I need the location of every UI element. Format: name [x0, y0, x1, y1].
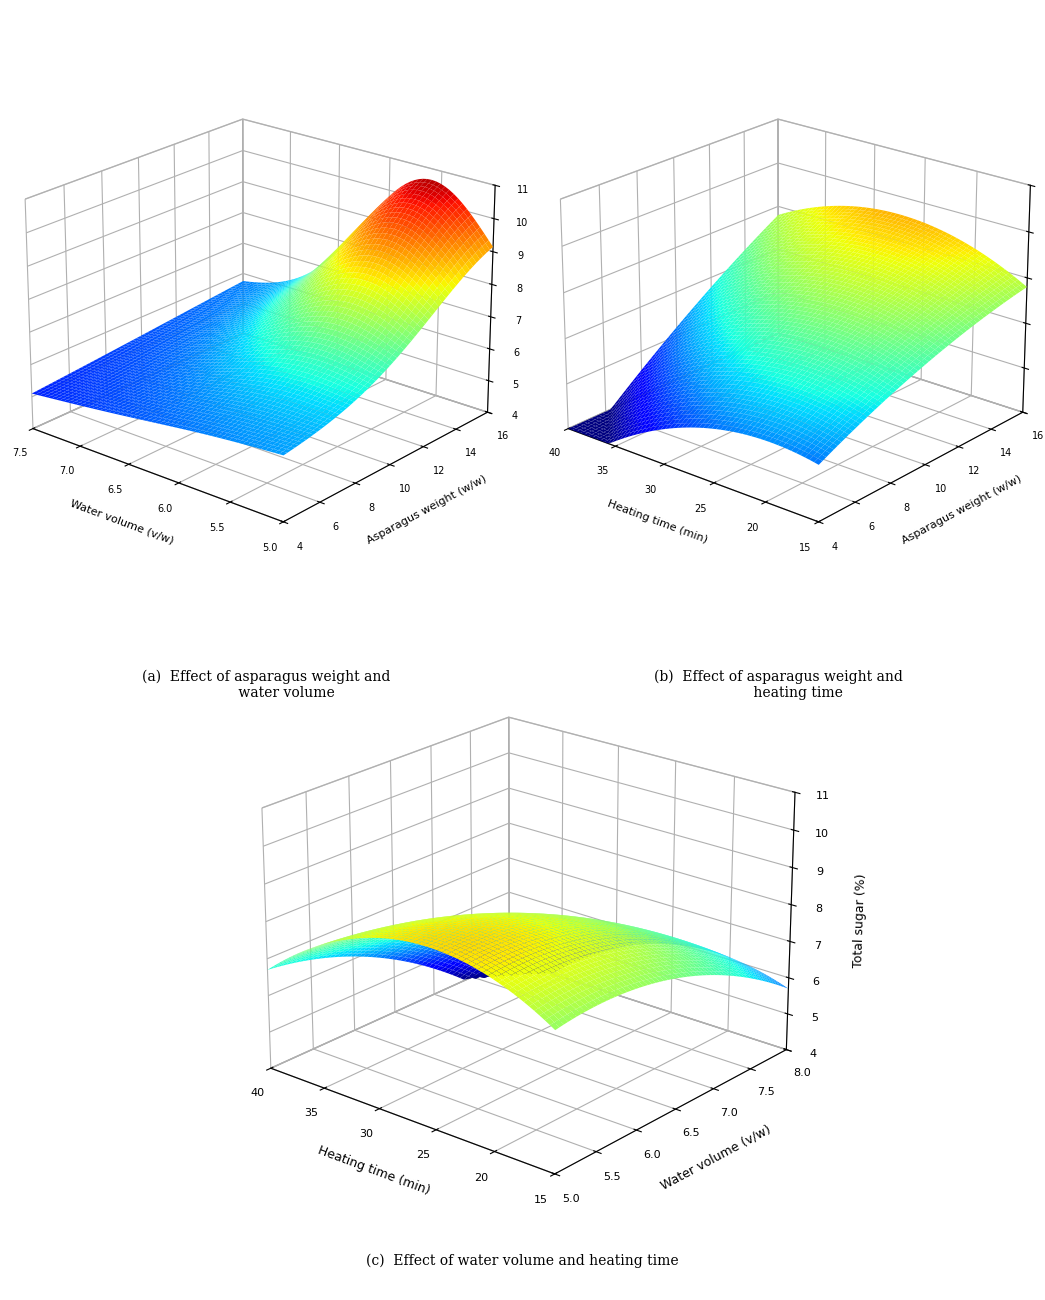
- Y-axis label: Water volume (v/w): Water volume (v/w): [658, 1123, 772, 1192]
- Text: (b)  Effect of asparagus weight and
         heating time: (b) Effect of asparagus weight and heati…: [654, 670, 903, 701]
- Y-axis label: Asparagus weight (w/w): Asparagus weight (w/w): [366, 473, 488, 546]
- X-axis label: Heating time (min): Heating time (min): [606, 499, 709, 545]
- Text: (a)  Effect of asparagus weight and
         water volume: (a) Effect of asparagus weight and water…: [142, 670, 391, 701]
- X-axis label: Heating time (min): Heating time (min): [316, 1144, 432, 1197]
- Text: (c)  Effect of water volume and heating time: (c) Effect of water volume and heating t…: [366, 1253, 679, 1268]
- Y-axis label: Asparagus weight (w/w): Asparagus weight (w/w): [901, 473, 1024, 546]
- X-axis label: Water volume (v/w): Water volume (v/w): [69, 498, 176, 546]
